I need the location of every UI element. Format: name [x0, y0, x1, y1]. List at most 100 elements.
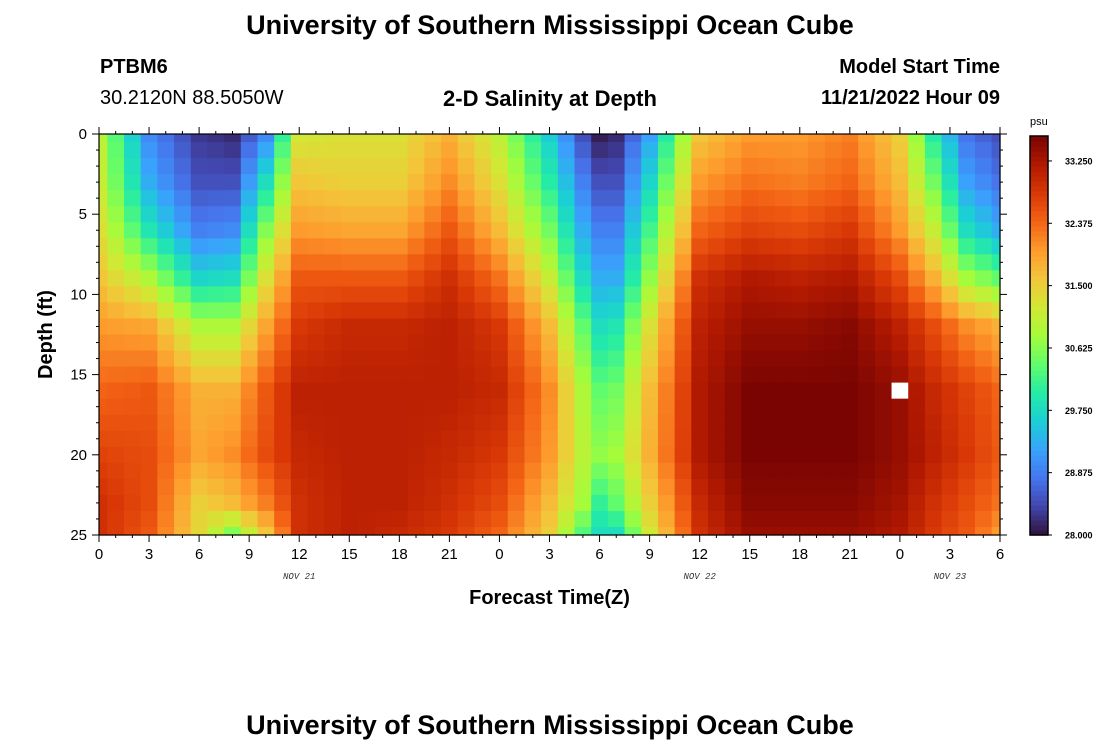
heatmap-cell	[724, 494, 742, 512]
colorbar-segment	[1030, 330, 1048, 337]
heatmap-cell	[808, 446, 826, 464]
heatmap-cell	[824, 366, 843, 384]
heatmap-cell	[474, 158, 492, 175]
heatmap-cell	[340, 366, 359, 384]
heatmap-cell	[774, 494, 793, 512]
heatmap-cell	[174, 494, 192, 512]
heatmap-cell	[541, 206, 559, 223]
heatmap-cell	[974, 270, 993, 287]
heatmap-cell	[591, 366, 609, 384]
heatmap-cell	[557, 334, 576, 352]
heatmap-cell	[207, 334, 225, 352]
heatmap-cell	[674, 158, 692, 175]
heatmap-cell	[507, 526, 526, 536]
heatmap-cell	[541, 446, 559, 464]
heatmap-cell	[808, 398, 826, 416]
heatmap-cell	[774, 142, 793, 159]
heatmap-cell	[491, 366, 509, 384]
heatmap-cell	[324, 398, 342, 416]
heatmap-cell	[390, 190, 409, 207]
heatmap-cell	[190, 158, 209, 175]
heatmap-cell	[107, 254, 125, 271]
heatmap-cell	[190, 510, 209, 528]
heatmap-cell	[140, 350, 158, 368]
heatmap-cell	[324, 446, 342, 464]
heatmap-cell	[524, 510, 542, 528]
heatmap-cell	[824, 134, 843, 143]
heatmap-cell	[357, 302, 375, 320]
heatmap-cell	[290, 350, 309, 368]
heatmap-cell	[307, 446, 325, 464]
heatmap-cell	[99, 270, 108, 287]
heatmap-cell	[708, 526, 726, 536]
heatmap-cell	[607, 398, 626, 416]
heatmap-cell	[99, 302, 108, 320]
heatmap-cell	[290, 206, 309, 223]
heatmap-cell	[324, 190, 342, 207]
heatmap-cell	[941, 302, 959, 320]
heatmap-cell	[858, 494, 876, 512]
heatmap-cell	[424, 174, 442, 191]
heatmap-cell	[941, 286, 959, 304]
x-date-label: NOV 23	[934, 572, 967, 582]
heatmap-cell	[407, 270, 425, 287]
heatmap-cell	[240, 366, 259, 384]
heatmap-cell	[858, 398, 876, 416]
heatmap-cell	[124, 134, 142, 143]
heatmap-cell	[224, 142, 242, 159]
heatmap-cell	[874, 526, 893, 536]
heatmap-cell	[140, 510, 158, 528]
heatmap-cell	[791, 254, 809, 271]
heatmap-cell	[140, 334, 158, 352]
heatmap-cell	[390, 142, 409, 159]
heatmap-cell	[908, 350, 926, 368]
heatmap-cell	[941, 222, 959, 239]
heatmap-cell	[891, 174, 909, 191]
heatmap-cell	[858, 270, 876, 287]
heatmap-cell	[307, 462, 325, 480]
heatmap-cell	[791, 222, 809, 239]
heatmap-cell	[824, 238, 843, 255]
heatmap-cell	[324, 526, 342, 536]
colorbar-segment	[1030, 505, 1048, 511]
heatmap-cell	[474, 478, 492, 496]
heatmap-cell	[224, 286, 242, 304]
heatmap-cell	[124, 334, 142, 352]
heatmap-cell	[624, 190, 642, 207]
heatmap-cell	[774, 190, 793, 207]
heatmap-cell	[924, 462, 943, 480]
heatmap-cell	[99, 174, 108, 191]
chart-subtitle: 2-D Salinity at Depth	[443, 86, 657, 111]
heatmap-cell	[891, 270, 909, 287]
heatmap-cell	[641, 254, 659, 271]
heatmap-cell	[641, 478, 659, 496]
heatmap-cell	[340, 142, 359, 159]
heatmap-cell	[407, 286, 425, 304]
heatmap-cell	[107, 478, 125, 496]
heatmap-cell	[924, 382, 943, 400]
heatmap-cell	[741, 142, 759, 159]
heatmap-cell	[441, 206, 459, 223]
heatmap-cell	[307, 302, 325, 320]
heatmap-cell	[824, 462, 843, 480]
heatmap-cell	[591, 318, 609, 336]
heatmap-cell	[624, 414, 642, 432]
heatmap-cell	[224, 134, 242, 143]
heatmap-cell	[224, 430, 242, 448]
heatmap-cell	[157, 494, 175, 512]
heatmap-cell	[107, 134, 125, 143]
heatmap-cell	[140, 382, 158, 400]
heatmap-cell	[224, 238, 242, 255]
heatmap-cell	[574, 366, 592, 384]
heatmap-cell	[974, 414, 993, 432]
heatmap-cell	[824, 302, 843, 320]
heatmap-cell	[758, 430, 776, 448]
heatmap-cell	[124, 206, 142, 223]
heatmap-cell	[741, 206, 759, 223]
heatmap-cell	[674, 286, 692, 304]
heatmap-cell	[574, 382, 592, 400]
heatmap-cell	[657, 142, 676, 159]
heatmap-cell	[474, 350, 492, 368]
heatmap-cell	[841, 462, 859, 480]
heatmap-cell	[741, 366, 759, 384]
